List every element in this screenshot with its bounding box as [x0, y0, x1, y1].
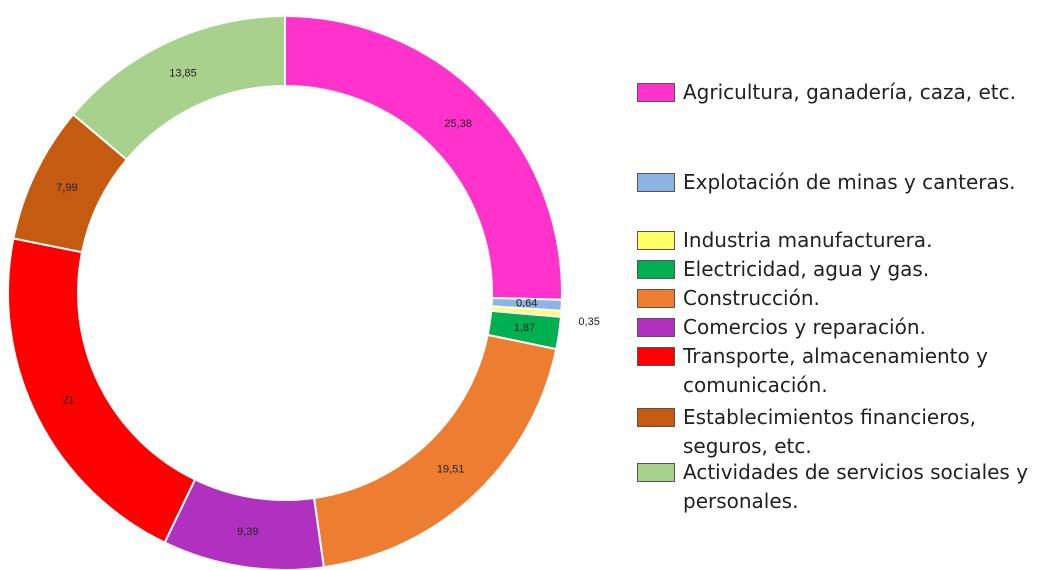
legend-entry: Transporte, almacenamiento y comunicació… [637, 342, 1057, 400]
donut-slice [71, 14, 286, 161]
legend-swatch [637, 318, 675, 337]
data-label: 0,64 [516, 298, 537, 310]
data-label: 25,38 [444, 118, 472, 130]
legend-swatch [637, 463, 675, 482]
data-label: 13,85 [169, 67, 197, 79]
legend-label: Agricultura, ganadería, caza, etc. [683, 80, 1016, 104]
legend-swatch [637, 83, 675, 102]
legend-entry: Industria manufacturera. [637, 226, 1057, 255]
legend-swatch [637, 173, 675, 192]
legend-entry: Comercios y reparación. [637, 313, 1057, 342]
data-label: 9,39 [237, 526, 258, 538]
legend-swatch [637, 347, 675, 366]
legend-entry: Explotación de minas y canteras. [637, 168, 1057, 197]
legend-entry: Agricultura, ganadería, caza, etc. [637, 78, 1057, 107]
legend-label: Electricidad, agua y gas. [683, 257, 930, 281]
legend-entry: Actividades de servicios sociales y pers… [637, 458, 1057, 516]
legend-label: Actividades de servicios sociales y pers… [683, 460, 1029, 513]
donut-slice [284, 14, 563, 301]
legend-entry: Construcción. [637, 284, 1057, 313]
legend-label: Comercios y reparación. [683, 315, 926, 339]
legend-entry: Establecimientos financieros, seguros, e… [637, 403, 1057, 461]
legend-label: Construcción. [683, 286, 820, 310]
legend-label: Industria manufacturera. [683, 228, 933, 252]
data-label: 21 [62, 395, 74, 407]
legend-label: Explotación de minas y canteras. [683, 170, 1016, 194]
legend-entry: Electricidad, agua y gas. [637, 255, 1057, 284]
donut-slice [7, 237, 197, 544]
legend-swatch [637, 260, 675, 279]
legend-label: Transporte, almacenamiento y comunicació… [683, 344, 988, 397]
legend-swatch [637, 231, 675, 250]
donut-slice [312, 333, 558, 569]
legend-label: Establecimientos financieros, seguros, e… [683, 405, 976, 458]
data-label: 0,35 [578, 316, 599, 328]
data-label: 7,99 [56, 182, 77, 194]
chart: 25,38 0,64 0,35 1,87 19,51 9,39 21 7,99 13,85 [7, 14, 600, 570]
legend-swatch [637, 408, 675, 427]
data-label: 19,51 [437, 463, 465, 475]
legend-swatch [637, 289, 675, 308]
data-label: 1,87 [514, 322, 535, 334]
